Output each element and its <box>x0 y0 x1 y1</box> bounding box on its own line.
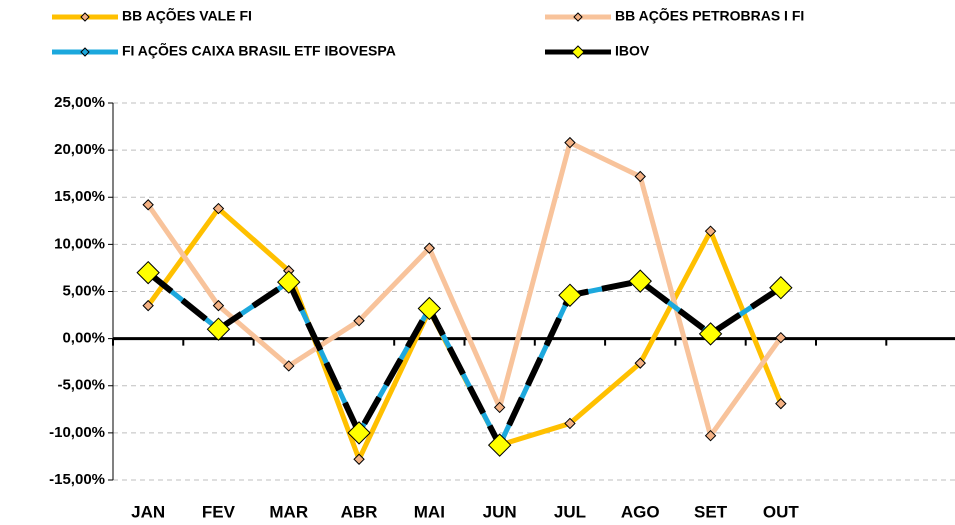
x-tick-label: MAR <box>269 502 308 521</box>
marker <box>142 299 154 312</box>
x-tick-label: SET <box>694 502 728 521</box>
y-tick-label: 25,00% <box>54 94 105 111</box>
marker <box>704 225 717 237</box>
y-tick-label: 10,00% <box>54 235 105 252</box>
marker <box>704 429 717 442</box>
marker <box>417 296 442 321</box>
legend-marker <box>80 12 90 22</box>
legend-marker <box>573 12 583 22</box>
x-tick-label: JAN <box>131 502 165 521</box>
marker <box>212 202 225 215</box>
legend-marker <box>80 47 90 57</box>
x-tick-label: MAI <box>414 502 445 521</box>
series-line <box>146 270 783 449</box>
y-tick-label: -15,00% <box>49 471 105 488</box>
y-tick-label: 0,00% <box>62 330 105 347</box>
legend-marker <box>571 45 585 59</box>
legend-label: IBOV <box>615 43 650 59</box>
marker <box>206 317 231 341</box>
marker <box>423 242 436 254</box>
marker <box>634 170 646 183</box>
y-tick-label: -5,00% <box>57 377 105 394</box>
legend-label: BB AÇÕES PETROBRAS I FI <box>615 7 804 24</box>
marker <box>775 397 787 410</box>
marker <box>353 315 365 327</box>
marker <box>353 453 365 465</box>
marker <box>212 299 225 312</box>
marker <box>558 283 582 307</box>
x-tick-label: OUT <box>763 502 800 521</box>
x-tick-label: ABR <box>341 502 378 521</box>
marker <box>136 260 160 285</box>
series-line <box>146 270 783 448</box>
marker <box>283 360 295 372</box>
marker <box>564 417 576 430</box>
y-tick-label: 5,00% <box>62 282 105 299</box>
marker <box>564 136 576 149</box>
legend-label: FI AÇÕES CAIXA BRASIL ETF IBOVESPA <box>122 42 396 59</box>
marker <box>634 357 646 369</box>
marker <box>775 331 787 344</box>
x-tick-label: AGO <box>621 502 660 521</box>
marker <box>628 269 652 293</box>
y-tick-label: -10,00% <box>49 424 105 441</box>
marker <box>142 199 154 211</box>
x-tick-label: JUL <box>554 502 586 521</box>
x-tick-label: JUN <box>483 502 517 521</box>
x-tick-label: FEV <box>202 502 236 521</box>
marker <box>487 433 512 457</box>
marker <box>769 276 793 300</box>
marker <box>698 322 723 346</box>
y-tick-label: 15,00% <box>54 188 105 205</box>
marker <box>493 401 506 414</box>
marker <box>277 270 301 294</box>
series-line <box>146 140 783 439</box>
y-tick-label: 20,00% <box>54 141 105 158</box>
marker <box>347 421 371 445</box>
legend-label: BB AÇÕES VALE FI <box>122 7 252 24</box>
